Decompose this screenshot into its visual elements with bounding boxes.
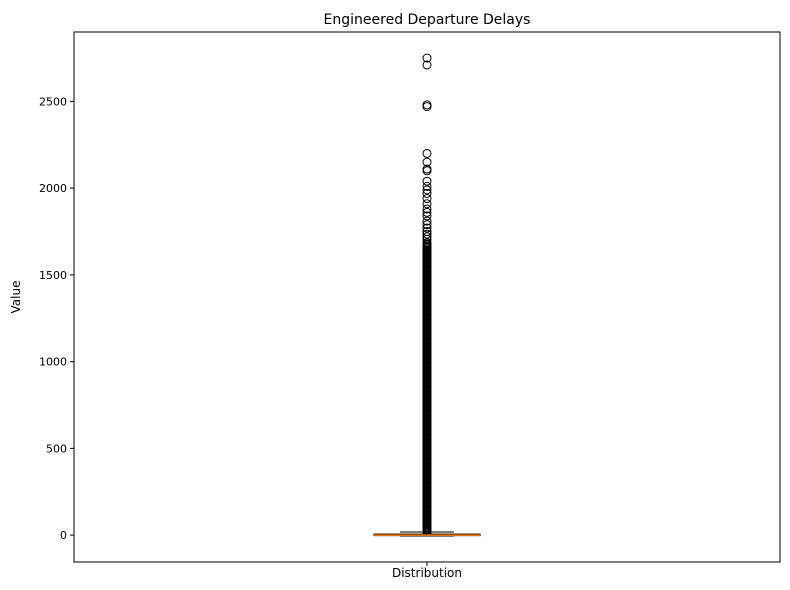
outlier-point <box>422 166 432 176</box>
chart-title: Engineered Departure Delays <box>324 12 531 28</box>
outlier-point <box>422 204 432 214</box>
axes-frame <box>73 31 781 563</box>
y-tick-label: 1500 <box>39 269 67 282</box>
plot-area <box>373 53 481 537</box>
outlier-point <box>422 199 432 209</box>
outlier-point <box>422 157 432 167</box>
outlier-point <box>422 100 432 110</box>
outlier-point <box>422 234 432 244</box>
outlier-point <box>422 53 432 63</box>
outlier-point <box>422 232 432 242</box>
outlier-point <box>422 176 432 186</box>
y-axis: 0 500 1000 1500 2000 2500 <box>39 95 428 566</box>
outlier-point <box>422 216 432 226</box>
outlier-point <box>422 207 432 217</box>
outlier-point <box>422 194 432 204</box>
outlier-point <box>422 229 432 239</box>
outlier-point <box>422 185 432 195</box>
y-tick-label: 2000 <box>39 182 67 195</box>
y-axis-label: Value <box>9 281 23 314</box>
y-tick-label: 500 <box>46 442 67 455</box>
outlier-point <box>422 220 432 230</box>
outlier-point <box>422 60 432 70</box>
outlier-point <box>422 223 432 233</box>
outlier-point <box>422 102 432 112</box>
outlier-point <box>422 188 432 198</box>
outlier-point <box>422 211 432 221</box>
y-tick-label: 1000 <box>39 356 67 369</box>
y-tick-label: 0 <box>60 529 67 542</box>
y-tick-label: 2500 <box>39 95 67 108</box>
outlier-point <box>422 148 432 158</box>
outlier-point <box>422 181 432 191</box>
x-tick-label: Distribution <box>392 566 462 580</box>
outlier-point <box>422 238 432 248</box>
